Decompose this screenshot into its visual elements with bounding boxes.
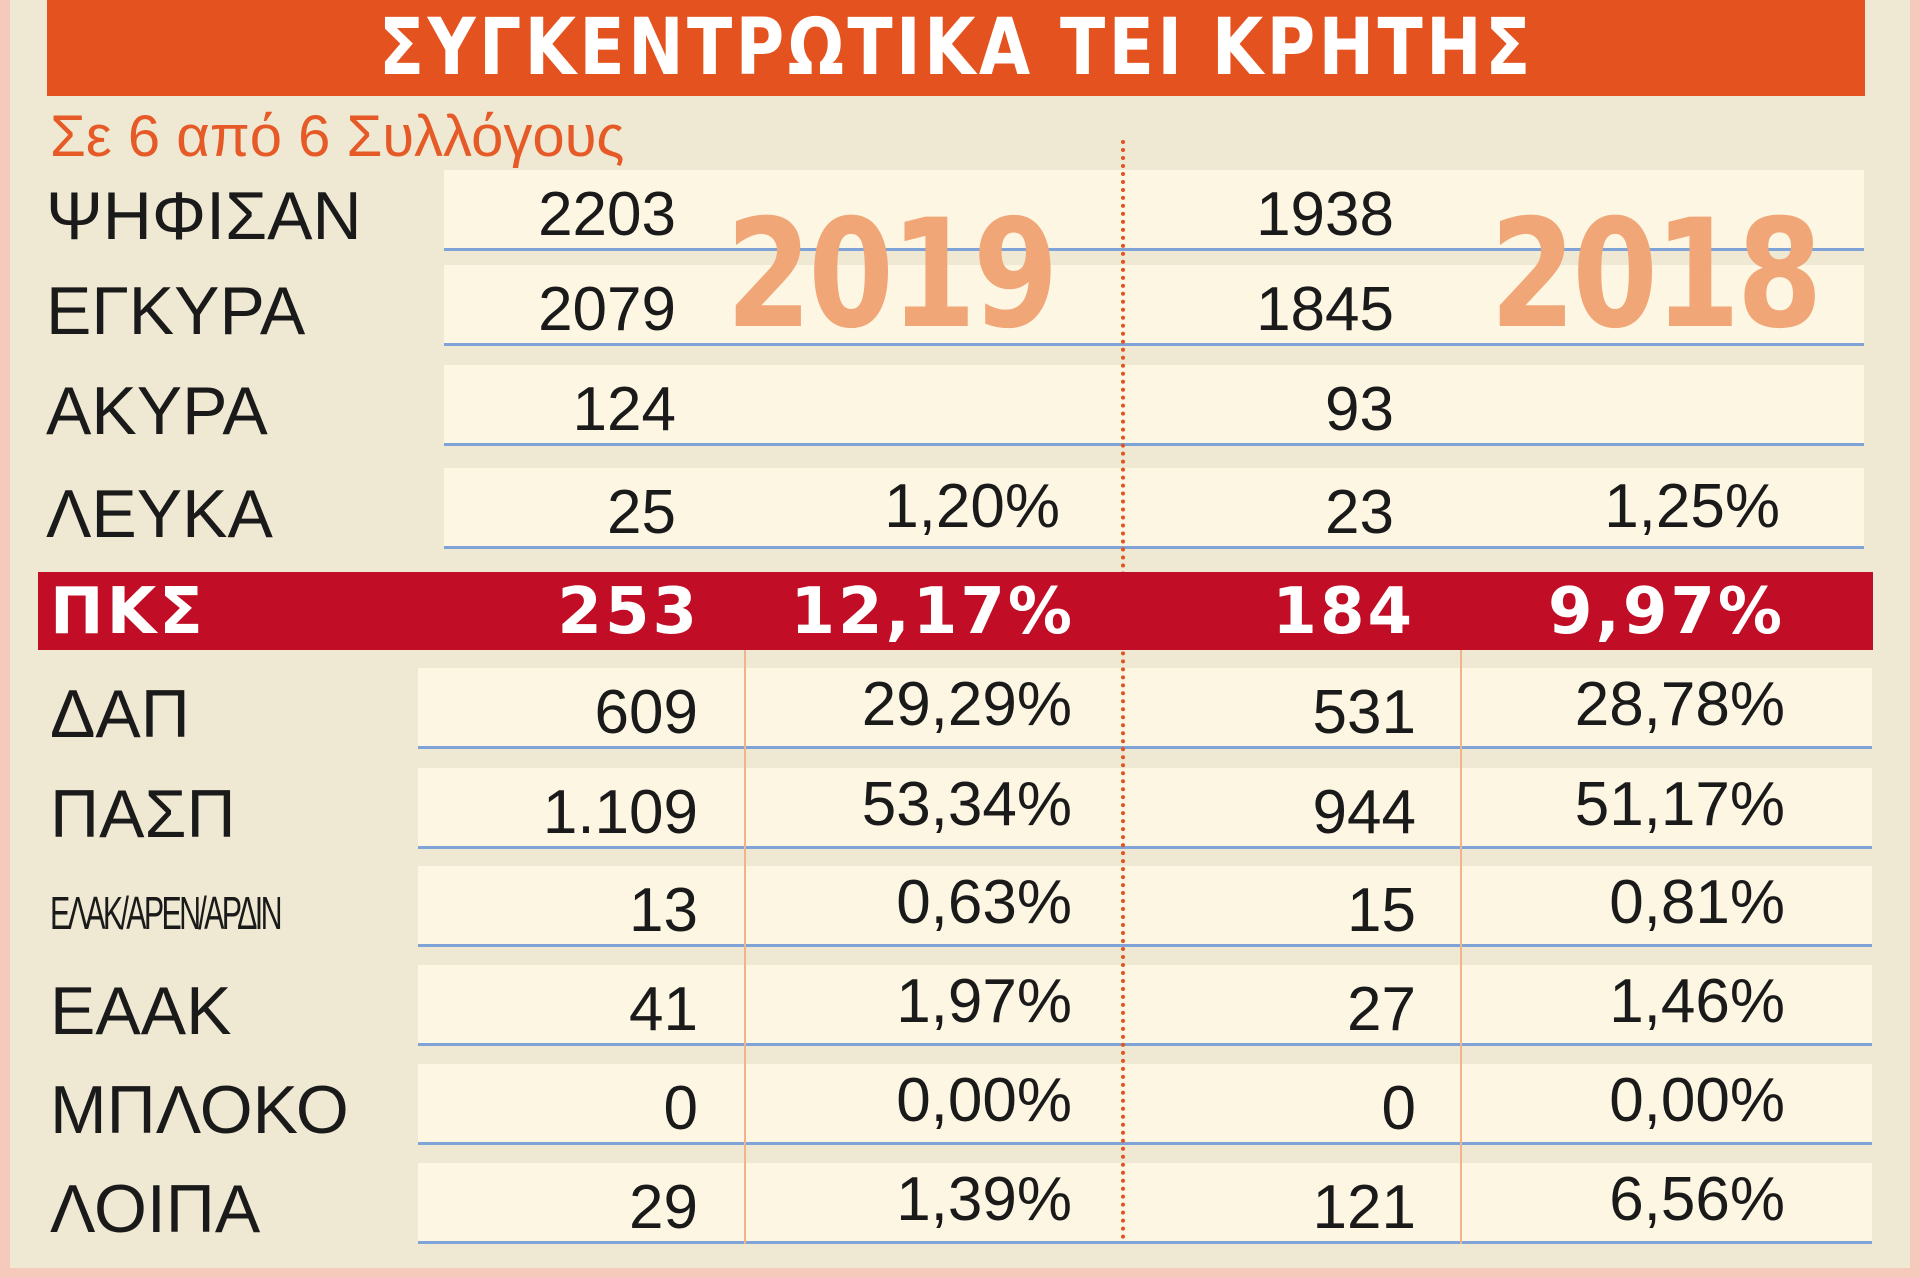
party-pct-2018: 51,17% bbox=[1574, 770, 1785, 839]
summary-value-2019: 2203 bbox=[538, 180, 676, 249]
summary-row-band bbox=[444, 365, 1864, 443]
column-separator bbox=[1460, 572, 1462, 1244]
party-row-label: ΔΑΠ bbox=[50, 676, 190, 752]
table-subtitle: Σε 6 από 6 Συλλόγους bbox=[50, 104, 625, 169]
summary-value-2019: 25 bbox=[607, 478, 676, 547]
party-row-band bbox=[418, 965, 1872, 1043]
party-value-2019: 0 bbox=[663, 1074, 698, 1143]
party-pct-2019: 0,63% bbox=[896, 868, 1072, 937]
party-row-label: ΜΠΛΟΚΟ bbox=[50, 1072, 349, 1148]
pks-value-2019: 253 bbox=[557, 575, 700, 649]
summary-value-2019: 2079 bbox=[538, 275, 676, 344]
summary-row-line bbox=[444, 443, 1864, 446]
party-row-label: ΛΟΙΠΑ bbox=[50, 1171, 261, 1247]
table-title: ΣΥΓΚΕΝΤΡΩΤΙΚΑ ΤΕΙ ΚΡΗΤΗΣ bbox=[378, 3, 1534, 93]
party-pct-2018: 0,00% bbox=[1609, 1066, 1785, 1135]
summary-row-band bbox=[444, 468, 1864, 546]
pks-value-2018: 184 bbox=[1272, 575, 1415, 649]
frame-border-right bbox=[1910, 0, 1920, 1278]
summary-value-2018: 93 bbox=[1325, 375, 1394, 444]
year-divider bbox=[1121, 140, 1125, 1240]
party-row-label: ΕΑΑΚ bbox=[50, 973, 232, 1049]
party-row-line bbox=[418, 1241, 1872, 1244]
party-row-line bbox=[418, 944, 1872, 947]
pks-label: ΠΚΣ bbox=[50, 575, 206, 649]
party-row-line bbox=[418, 746, 1872, 749]
party-row-line bbox=[418, 846, 1872, 849]
party-row-line bbox=[418, 1043, 1872, 1046]
pks-pct-2018: 9,97% bbox=[1547, 575, 1785, 649]
summary-row-label: ΕΓΚΥΡΑ bbox=[46, 273, 306, 349]
party-value-2019: 1.109 bbox=[542, 778, 698, 847]
party-value-2019: 609 bbox=[594, 678, 698, 747]
year-label-2018: 2018 bbox=[1490, 188, 1823, 362]
summary-row-label: ΑΚΥΡΑ bbox=[46, 373, 268, 449]
pks-pct-2019: 12,17% bbox=[790, 575, 1075, 649]
party-value-2018: 944 bbox=[1312, 778, 1416, 847]
party-pct-2019: 0,00% bbox=[896, 1066, 1072, 1135]
summary-row-label: ΛΕΥΚΑ bbox=[46, 476, 273, 552]
summary-value-2018: 23 bbox=[1325, 478, 1394, 547]
party-pct-2018: 28,78% bbox=[1574, 670, 1785, 739]
party-pct-2019: 1,97% bbox=[896, 967, 1072, 1036]
party-row-line bbox=[418, 1142, 1872, 1145]
summary-row-band bbox=[444, 170, 1864, 248]
summary-row-label: ΨΗΦΙΣΑΝ bbox=[46, 178, 362, 254]
party-row-band bbox=[418, 866, 1872, 944]
party-value-2019: 29 bbox=[629, 1173, 698, 1242]
party-row-label: ΠΑΣΠ bbox=[50, 776, 236, 852]
party-pct-2018: 1,46% bbox=[1609, 967, 1785, 1036]
party-pct-2019: 1,39% bbox=[896, 1165, 1072, 1234]
party-pct-2018: 6,56% bbox=[1609, 1165, 1785, 1234]
summary-row-band bbox=[444, 265, 1864, 343]
party-pct-2018: 0,81% bbox=[1609, 868, 1785, 937]
party-row-band bbox=[418, 768, 1872, 846]
party-value-2018: 27 bbox=[1347, 975, 1416, 1044]
year-label-2019: 2019 bbox=[726, 188, 1059, 362]
party-row-band bbox=[418, 668, 1872, 746]
party-row-band bbox=[418, 1163, 1872, 1241]
title-bar: ΣΥΓΚΕΝΤΡΩΤΙΚΑ ΤΕΙ ΚΡΗΤΗΣ bbox=[47, 0, 1865, 96]
party-pct-2019: 29,29% bbox=[861, 670, 1072, 739]
party-value-2018: 121 bbox=[1312, 1173, 1416, 1242]
summary-value-2018: 1938 bbox=[1256, 180, 1394, 249]
summary-row-line bbox=[444, 248, 1864, 251]
party-row-band bbox=[418, 1064, 1872, 1142]
summary-value-2019: 124 bbox=[572, 375, 676, 444]
party-value-2019: 41 bbox=[629, 975, 698, 1044]
party-pct-2019: 53,34% bbox=[861, 770, 1072, 839]
summary-value-2018: 1845 bbox=[1256, 275, 1394, 344]
summary-pct-2018: 1,25% bbox=[1604, 472, 1780, 541]
summary-pct-2019: 1,20% bbox=[884, 472, 1060, 541]
summary-row-line bbox=[444, 343, 1864, 346]
party-value-2018: 531 bbox=[1312, 678, 1416, 747]
party-value-2018: 15 bbox=[1347, 876, 1416, 945]
column-separator bbox=[744, 572, 746, 1244]
party-row-label: ΕΛΑΚ/ΑΡΕΝ/ΑΡΔΙΝ bbox=[50, 887, 283, 939]
frame-border-bottom bbox=[0, 1268, 1920, 1278]
pks-row-band bbox=[38, 572, 1873, 650]
summary-row-line bbox=[444, 546, 1864, 549]
frame-border-left bbox=[0, 0, 10, 1278]
party-value-2018: 0 bbox=[1381, 1074, 1416, 1143]
party-value-2019: 13 bbox=[629, 876, 698, 945]
